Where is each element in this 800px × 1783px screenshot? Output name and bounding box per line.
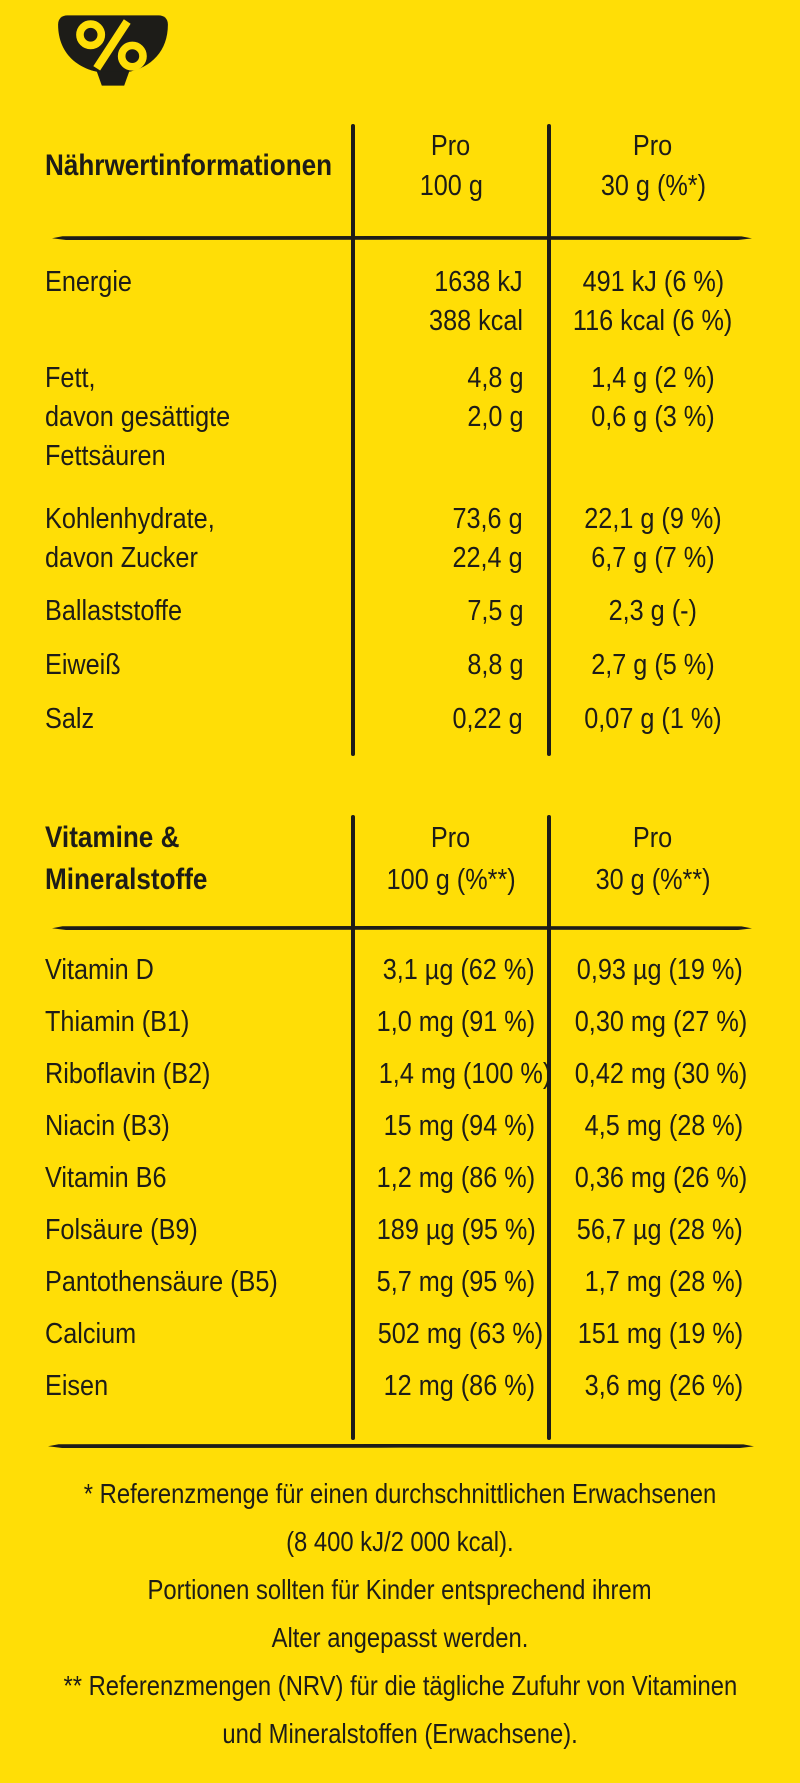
- column-divider: [351, 815, 355, 1440]
- footnote-line: Alter angepasst werden.: [271, 1622, 529, 1653]
- table-row-vitamin-d: Vitamin D 3,1 µg (62 %) 0,93 µg (19 %): [45, 954, 743, 986]
- nutrition-table-title: Nährwertinformationen: [45, 149, 333, 182]
- percent-bowl-icon: [52, 10, 174, 95]
- footnote-rule: [48, 1444, 754, 1448]
- table-row-pantothensaeure: Pantothensäure (B5) 5,7 mg (95 %) 1,7 mg…: [45, 1266, 743, 1298]
- nutrition-table-header: Nährwertinformationen Pro 100 g Pro 30 g…: [45, 126, 757, 206]
- column-divider: [351, 124, 355, 756]
- table-row-ballaststoffe: Ballaststoffe 7,5 g 2,3 g (-): [45, 595, 698, 627]
- col-per-30g-header: Pro 30 g (%**): [595, 822, 711, 896]
- table-row-eisen: Eisen 12 mg (86 %) 3,6 mg (26 %): [45, 1370, 743, 1402]
- table-row-riboflavin: Riboflavin (B2) 1,4 mg (100 %) 0,42 mg (…: [45, 1058, 748, 1090]
- footnote-line: und Mineralstoffen (Erwachsene).: [222, 1718, 578, 1749]
- footnote-line: (8 400 kJ/2 000 kcal).: [286, 1526, 514, 1557]
- header-rule: [52, 236, 752, 240]
- col-per-100g-header: Pro 100 g: [419, 130, 483, 202]
- table-row-thiamin: Thiamin (B1) 1,0 mg (91 %) 0,30 mg (27 %…: [45, 1006, 748, 1038]
- vitamins-table-body: Vitamin D 3,1 µg (62 %) 0,93 µg (19 %) T…: [45, 944, 757, 1412]
- footnotes: * Referenzmenge für einen durchschnittli…: [0, 1470, 800, 1758]
- column-divider: [547, 124, 551, 756]
- table-row-salz: Salz 0,22 g 0,07 g (1 %): [45, 703, 722, 735]
- column-divider: [547, 815, 551, 1440]
- table-row-energie: Energie 1638 kJ 388 kcal 491 kJ (6 %) 11…: [45, 266, 733, 337]
- table-row-kohlenhydrate: Kohlenhydrate, davon Zucker 73,6 g 22,4 …: [45, 503, 722, 574]
- table-row-folsaeure: Folsäure (B9) 189 µg (95 %) 56,7 µg (28 …: [45, 1214, 743, 1246]
- vitamins-table-header: Vitamine & Mineralstoffe Pro 100 g (%**)…: [45, 817, 757, 901]
- table-row-fett: Fett, davon gesättigte Fettsäuren 4,8 g …: [45, 362, 715, 472]
- col-per-30g-header: Pro 30 g (%*): [600, 130, 706, 202]
- vitamins-table-title: Vitamine & Mineralstoffe: [45, 821, 208, 896]
- footnote-line: * Referenzmenge für einen durchschnittli…: [83, 1478, 717, 1509]
- footnote-line: ** Referenzmengen (NRV) für die tägliche…: [63, 1670, 737, 1701]
- table-row-calcium: Calcium 502 mg (63 %) 151 mg (19 %): [45, 1318, 743, 1350]
- table-row-vitamin-b6: Vitamin B6 1,2 mg (86 %) 0,36 mg (26 %): [45, 1162, 748, 1194]
- col-per-100g-header: Pro 100 g (%**): [386, 822, 516, 896]
- nutrition-table-body: Energie 1638 kJ 388 kcal 491 kJ (6 %) 11…: [45, 263, 757, 739]
- table-row-niacin: Niacin (B3) 15 mg (94 %) 4,5 mg (28 %): [45, 1110, 743, 1142]
- table-row-eiweiss: Eiweiß 8,8 g 2,7 g (5 %): [45, 649, 715, 681]
- header-rule: [52, 926, 752, 930]
- footnote-line: Portionen sollten für Kinder entsprechen…: [147, 1574, 653, 1605]
